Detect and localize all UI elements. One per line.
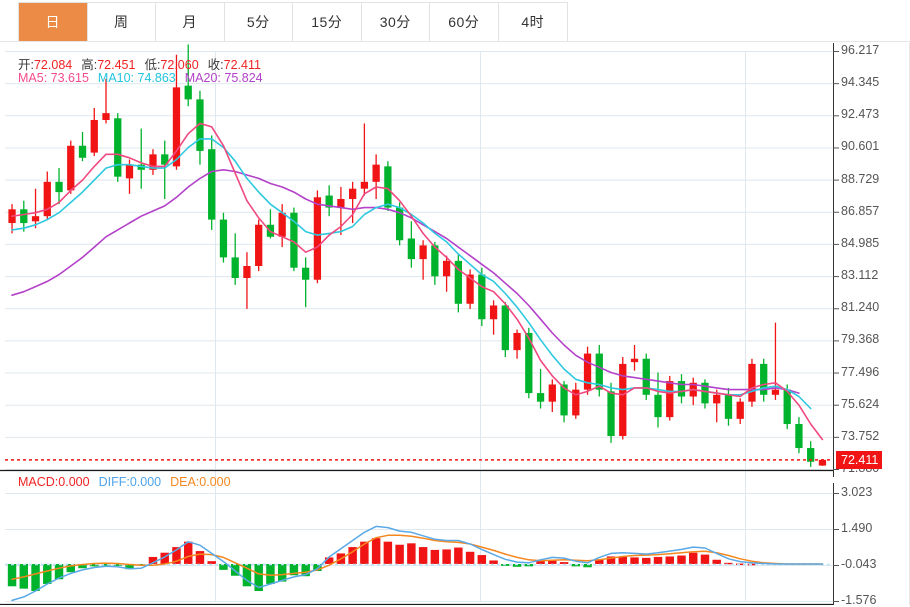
tab-label: 15分	[311, 14, 343, 30]
tab-4[interactable]: 5分	[224, 3, 293, 41]
price-axis-tick: 79.368	[841, 332, 880, 347]
tab-5[interactable]: 15分	[293, 3, 362, 41]
price-axis-tick: 90.601	[841, 139, 880, 154]
price-axis-tick: 73.752	[841, 428, 880, 443]
price-axis-tick: 84.985	[841, 235, 880, 250]
candlestick-series	[8, 44, 827, 467]
tab-label: 60分	[448, 14, 480, 30]
moving-average-lines	[11, 122, 824, 441]
tab-label: 日	[45, 14, 60, 30]
chart-area[interactable]: 96.217 94.345 92.473 90.601 88.729 86.857 84.9…	[0, 43, 910, 607]
tab-6[interactable]: 30分	[361, 3, 430, 41]
price-axis-tick: 88.729	[841, 171, 880, 186]
tab-label: 30分	[379, 14, 411, 30]
price-axis-tick: 75.624	[841, 396, 880, 411]
tab-label: 4时	[521, 14, 545, 30]
macd-axis-tick: 1.490	[841, 521, 873, 535]
price-axis-tick: 94.345	[841, 75, 880, 90]
tab-7[interactable]: 60分	[430, 3, 499, 41]
macd-axis-tick: -1.576	[841, 593, 877, 607]
current-price-badge: 72.411	[836, 450, 883, 469]
tab-1[interactable]: 日	[19, 3, 88, 41]
tab-label: 月	[182, 14, 197, 30]
panel-frames	[0, 43, 910, 605]
tab-3[interactable]: 月	[156, 3, 225, 41]
price-axis-tick: 83.112	[841, 268, 879, 283]
period-tab-bar[interactable]: 日 周 月 5分 15分 30分 60分 4时	[18, 2, 568, 42]
tab-label: 周	[114, 14, 129, 30]
axis-ticks	[833, 51, 839, 602]
tab-bar-underline	[0, 41, 910, 42]
grid-lines	[5, 51, 833, 602]
tab-label: 5分	[246, 14, 270, 30]
price-axis-tick: 96.217	[841, 43, 880, 57]
tab-8[interactable]: 4时	[498, 3, 567, 41]
tab-2[interactable]: 周	[87, 3, 156, 41]
candlestick-and-macd-chart	[0, 43, 910, 605]
price-axis-tick: 81.240	[841, 300, 880, 315]
macd-axis-tick: -0.043	[841, 557, 877, 571]
price-axis-tick: 86.857	[841, 203, 880, 218]
macd-lines	[11, 525, 824, 602]
price-axis-tick: 92.473	[841, 107, 880, 122]
price-axis-tick: 77.496	[841, 364, 880, 379]
macd-axis-tick: 3.023	[841, 485, 873, 499]
